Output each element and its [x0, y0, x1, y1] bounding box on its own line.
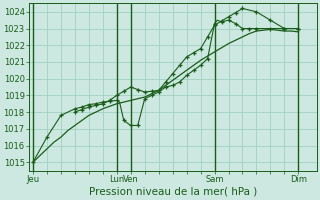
- X-axis label: Pression niveau de la mer( hPa ): Pression niveau de la mer( hPa ): [89, 187, 257, 197]
